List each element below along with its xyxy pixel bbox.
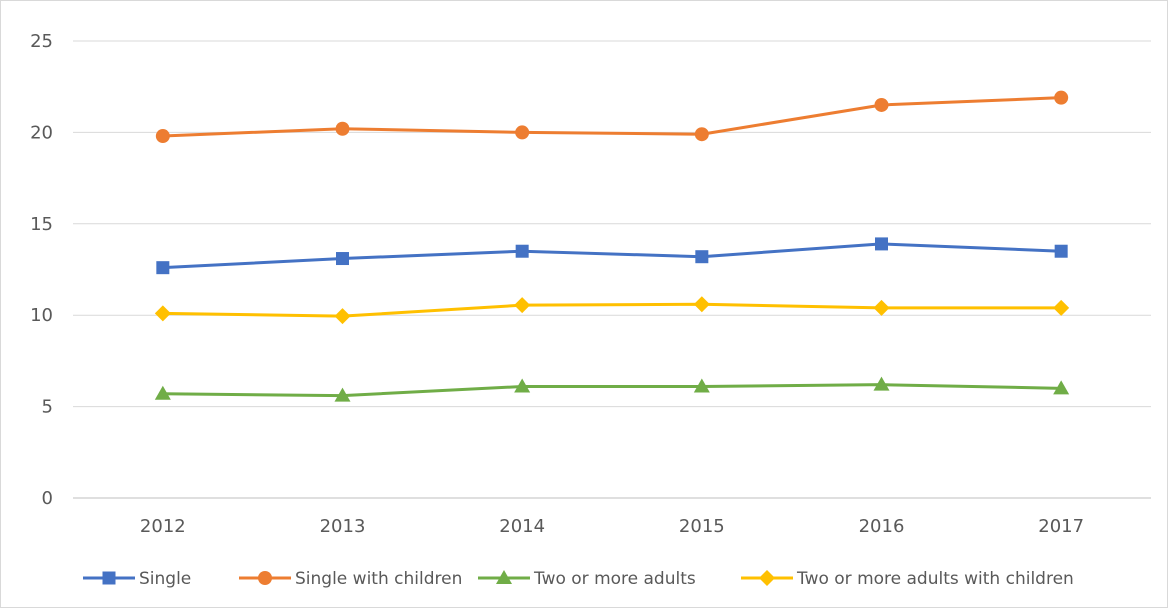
- series-line-single: [161, 242, 1063, 270]
- y-tick-label-20: 20: [30, 122, 53, 143]
- data-point-single-with-children-2012: [155, 129, 170, 144]
- data-point-two-or-more-adults-with-children-2012: [154, 305, 171, 322]
- series-line-two-or-more-adults: [161, 383, 1063, 398]
- data-point-two-or-more-adults-2016: [873, 376, 890, 391]
- data-point-two-or-more-adults-with-children-2014: [514, 297, 531, 314]
- data-point-single-2016: [875, 237, 888, 251]
- data-point-single-with-children-2013: [335, 121, 350, 136]
- legend-label-single-with-children: Single with children: [295, 569, 462, 589]
- data-point-single-2013: [336, 252, 349, 266]
- legend-item-two-or-more-adults-with-children: Two or more adults with children: [741, 569, 1074, 589]
- legend-marker-single: [102, 571, 116, 585]
- data-point-two-or-more-adults-2012: [154, 385, 171, 400]
- legend: Single Single with children Two or more ad…: [83, 569, 1074, 589]
- data-point-single-with-children-2016: [874, 97, 889, 112]
- legend-marker-two-or-more-adults-with-children: [759, 570, 775, 586]
- legend-item-single: Single: [83, 569, 191, 589]
- data-point-two-or-more-adults-2017: [1053, 380, 1070, 395]
- legend-label-two-or-more-adults-with-children: Two or more adults with children: [796, 569, 1074, 589]
- y-tick-label-15: 15: [30, 214, 53, 235]
- data-point-single-with-children-2014: [515, 125, 530, 140]
- series-single-with-children: [155, 90, 1069, 144]
- y-tick-label-5: 5: [42, 397, 53, 418]
- data-point-single-with-children-2015: [694, 127, 709, 142]
- grid-lines: [73, 40, 1151, 499]
- series-line-two-or-more-adults-with-children: [161, 302, 1063, 318]
- x-tick-label-2012: 2012: [140, 516, 186, 537]
- legend-marker-single-with-children: [258, 571, 272, 585]
- data-point-single-2015: [695, 250, 709, 264]
- data-point-two-or-more-adults-with-children-2013: [334, 308, 351, 325]
- data-point-two-or-more-adults-2015: [693, 378, 710, 393]
- y-tick-label-25: 25: [30, 31, 53, 52]
- x-tick-label-2017: 2017: [1038, 516, 1084, 537]
- data-point-single-2014: [515, 244, 529, 258]
- legend-label-two-or-more-adults: Two or more adults: [533, 569, 696, 589]
- series-single: [156, 237, 1068, 275]
- data-point-single-2017: [1054, 244, 1068, 258]
- x-axis-ticks: 2012 2013 2014 2015 2016 2017: [140, 516, 1084, 537]
- x-tick-label-2015: 2015: [679, 516, 725, 537]
- series-line-single-with-children: [161, 96, 1063, 138]
- data-point-single-with-children-2017: [1054, 90, 1069, 105]
- legend-label-single: Single: [139, 569, 191, 589]
- y-axis-ticks: 0 5 10 15 20 25: [30, 31, 53, 509]
- y-tick-label-0: 0: [42, 488, 53, 509]
- data-point-two-or-more-adults-with-children-2017: [1053, 299, 1070, 316]
- legend-marker-two-or-more-adults: [496, 570, 512, 584]
- y-tick-label-10: 10: [30, 305, 53, 326]
- data-point-single-2012: [156, 261, 170, 275]
- data-point-two-or-more-adults-with-children-2015: [693, 296, 710, 313]
- legend-item-single-with-children: Single with children: [239, 569, 462, 589]
- series-two-or-more-adults: [154, 376, 1070, 402]
- x-tick-label-2016: 2016: [859, 516, 905, 537]
- series-two-or-more-adults-with-children: [154, 296, 1070, 325]
- x-tick-label-2013: 2013: [320, 516, 366, 537]
- data-point-two-or-more-adults-with-children-2016: [873, 299, 890, 316]
- data-point-two-or-more-adults-2013: [334, 387, 351, 402]
- x-tick-label-2014: 2014: [499, 516, 545, 537]
- legend-item-two-or-more-adults: Two or more adults: [478, 569, 696, 589]
- series-lines: [154, 90, 1070, 402]
- data-point-two-or-more-adults-2014: [514, 378, 531, 393]
